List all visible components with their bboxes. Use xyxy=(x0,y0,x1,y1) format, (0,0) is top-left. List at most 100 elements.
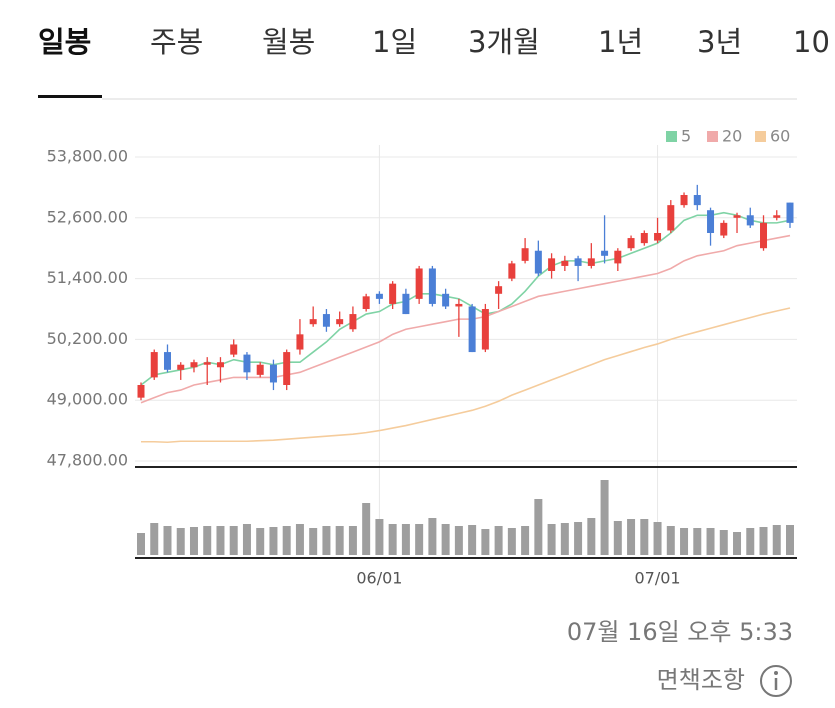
volume-bar xyxy=(587,518,596,555)
volume-bar xyxy=(706,528,715,555)
candle-body xyxy=(548,258,556,271)
volume-bar xyxy=(295,524,304,555)
volume-bar xyxy=(348,526,357,555)
volume-bar xyxy=(733,532,742,555)
volume-bar xyxy=(242,524,251,555)
candle-body xyxy=(786,202,794,223)
x-tick-label: 07/01 xyxy=(634,569,680,588)
volume-bar xyxy=(746,528,755,555)
candle-body xyxy=(322,314,330,327)
volume-bar xyxy=(150,523,159,555)
timestamp: 07월 16일 오후 5:33 xyxy=(567,618,793,646)
candle-body xyxy=(150,352,158,378)
candle-body xyxy=(163,352,171,370)
candle-body xyxy=(534,250,542,274)
tab[interactable]: 3개월 xyxy=(468,25,540,59)
volume-bar xyxy=(666,526,675,555)
volume-bar xyxy=(680,528,689,555)
volume-bar xyxy=(309,528,318,555)
candle-body xyxy=(402,293,410,315)
volume-bar xyxy=(693,528,702,555)
x-tick-label: 06/01 xyxy=(356,569,402,588)
volume-bar xyxy=(375,519,384,555)
candle-body xyxy=(177,364,185,370)
candle-body xyxy=(389,283,397,304)
volume-bar xyxy=(401,524,410,555)
candle-body xyxy=(375,293,383,299)
volume-bar xyxy=(772,525,781,555)
disclaimer[interactable]: 면책조항 xyxy=(657,666,745,694)
volume-bar xyxy=(216,526,225,555)
volume-bar xyxy=(759,527,768,555)
candle-body xyxy=(137,385,145,398)
volume-bar xyxy=(189,527,198,555)
candle-body xyxy=(614,250,622,264)
candle-body xyxy=(190,362,198,368)
y-tick-label: 53,800.00 xyxy=(47,147,128,166)
volume-bar xyxy=(176,528,185,555)
candle-body xyxy=(243,354,251,373)
volume-bar xyxy=(229,526,238,555)
tab[interactable]: 1일 xyxy=(372,25,417,59)
candle-body xyxy=(521,248,529,261)
legend-label: 20 xyxy=(722,127,742,146)
y-tick-label: 51,400.00 xyxy=(47,268,128,287)
volume-bar xyxy=(627,519,636,555)
y-tick-label: 47,800.00 xyxy=(47,451,128,470)
volume-bar xyxy=(507,528,516,555)
volume-bar xyxy=(640,519,649,555)
candle-body xyxy=(442,293,450,307)
volume-bar xyxy=(428,518,437,555)
candle-body xyxy=(230,344,238,355)
ma-line xyxy=(141,307,791,444)
candle-body xyxy=(415,268,423,299)
volume-bar xyxy=(534,499,543,555)
volume-bar xyxy=(137,533,145,555)
ma-line xyxy=(140,211,791,386)
volume-bar xyxy=(468,525,477,555)
y-tick-label: 49,000.00 xyxy=(47,390,128,409)
volume-bar xyxy=(322,526,331,555)
volume-bar xyxy=(282,526,291,555)
candle-body xyxy=(773,215,781,218)
volume-bar xyxy=(613,521,622,555)
candle-body xyxy=(720,222,728,236)
volume-bar xyxy=(441,524,450,555)
legend-label: 5 xyxy=(681,127,691,146)
candle-body xyxy=(733,215,741,218)
candle-body xyxy=(654,233,662,241)
volume-bar xyxy=(719,530,728,555)
info-icon[interactable] xyxy=(760,665,792,697)
candle-body xyxy=(667,205,675,231)
candle-body xyxy=(269,364,277,383)
volume-bar xyxy=(269,527,278,555)
volume-bar xyxy=(163,526,172,555)
tab[interactable]: 1년 xyxy=(598,25,643,59)
candle-body xyxy=(349,314,357,330)
legend-swatch xyxy=(707,131,718,142)
volume-bar xyxy=(653,522,662,555)
tab[interactable]: 월봉 xyxy=(262,25,315,59)
legend-swatch xyxy=(666,131,677,142)
tab[interactable]: 3년 xyxy=(697,25,742,59)
volume-bar xyxy=(335,526,344,555)
candle-body xyxy=(481,309,489,350)
candle-body xyxy=(561,260,569,266)
candle-body xyxy=(746,215,754,226)
tab-underline xyxy=(38,95,102,98)
ma-line xyxy=(140,234,791,404)
tab[interactable]: 주봉 xyxy=(150,25,203,59)
candle-body xyxy=(336,319,344,325)
candle-body xyxy=(296,334,304,350)
candle-body xyxy=(256,364,264,375)
volume-bar xyxy=(415,524,424,555)
candle-body xyxy=(309,319,317,325)
tab[interactable]: 일봉 xyxy=(38,25,91,59)
candle-body xyxy=(455,303,463,307)
candle-body xyxy=(693,195,701,206)
y-tick-label: 50,200.00 xyxy=(47,329,128,348)
tab[interactable]: 10 xyxy=(793,25,830,59)
candle-body xyxy=(627,238,635,249)
